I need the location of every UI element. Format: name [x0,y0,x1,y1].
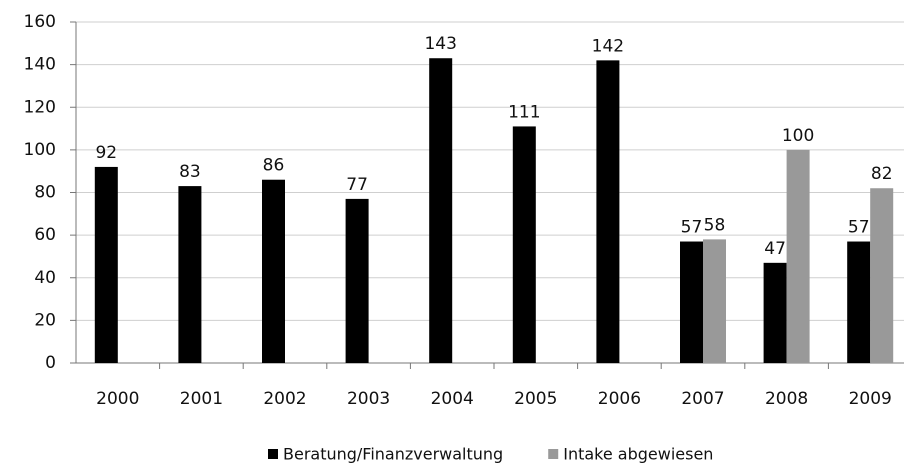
y-tick-label: 20 [34,310,56,330]
x-tick-label: 2008 [765,389,808,409]
data-label: 77 [346,175,368,195]
y-tick-label: 0 [45,353,56,373]
data-label: 58 [704,215,726,235]
legend-label: Beratung/Finanzverwaltung [283,445,503,464]
bar [680,241,703,363]
bar [94,166,118,363]
y-tick-label: 160 [24,12,56,32]
data-label: 57 [681,218,703,238]
data-label: 82 [871,164,893,184]
x-tick-label: 2005 [514,389,557,409]
data-label: 47 [764,239,786,259]
bar [763,262,787,363]
legend-swatch [268,449,278,459]
bar [870,188,894,363]
y-tick-label: 40 [34,268,56,288]
x-tick-label: 2003 [347,389,390,409]
legend: Beratung/Finanzverwaltung Intake abgewies… [268,445,713,464]
data-label: 92 [95,143,117,163]
bar [596,60,620,364]
data-label: 57 [848,218,870,238]
bar [786,149,810,363]
y-tick-label: 100 [24,140,56,160]
data-label: 142 [592,36,624,56]
data-label: 111 [508,102,540,122]
x-tick-label: 2007 [681,389,724,409]
y-tick-label: 60 [34,225,56,245]
bar [345,198,369,363]
x-tick-label: 2009 [849,389,892,409]
x-tick-label: 2000 [96,389,139,409]
bar [847,241,871,363]
bar [512,126,536,364]
bar [178,186,202,363]
legend-swatch [548,449,559,459]
y-tick-label: 80 [34,183,56,203]
legend-label: Intake abgewiesen [563,445,713,464]
bar [703,239,726,363]
data-label: 100 [782,126,814,146]
data-label: 143 [424,34,456,54]
x-tick-label: 2006 [598,389,641,409]
x-tick-label: 2004 [431,389,474,409]
data-label: 86 [263,156,285,176]
y-tick-label: 120 [24,97,56,117]
x-tick-label: 2001 [180,389,223,409]
bar [429,58,453,363]
data-label: 83 [179,162,201,182]
bar [262,179,285,363]
y-tick-label: 140 [24,55,56,75]
x-tick-label: 2002 [263,389,306,409]
